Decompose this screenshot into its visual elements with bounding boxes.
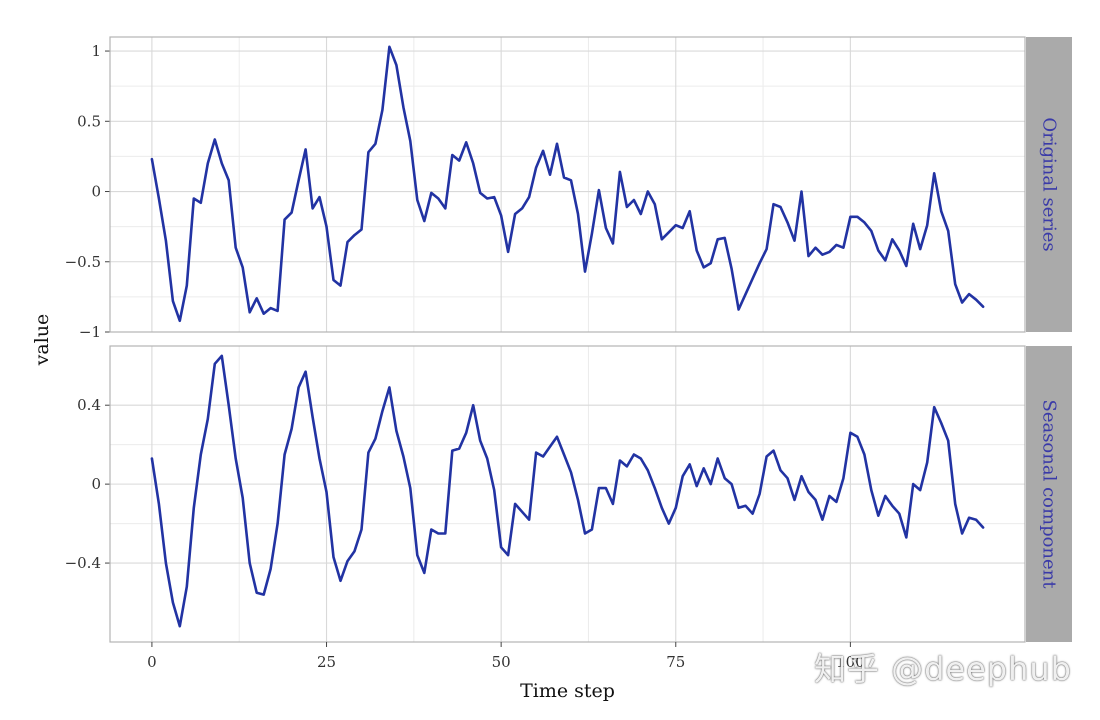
facet-strip [1026, 37, 1072, 332]
y-tick-label: −0.5 [65, 253, 101, 271]
x-tick-label: 100 [836, 653, 865, 671]
x-tick-label: 50 [492, 653, 511, 671]
series-line-original [150, 45, 985, 323]
x-tick-label: 0 [147, 653, 157, 671]
y-tick-label: −0.4 [65, 554, 101, 572]
facet-strip [1026, 346, 1072, 642]
x-tick-label: 75 [666, 653, 685, 671]
y-tick-label: 1 [91, 42, 101, 60]
panel-background [110, 346, 1025, 642]
facet-strip-label: Original series [1039, 117, 1060, 251]
y-tick-label: 0 [91, 475, 101, 493]
y-tick-label: 0.4 [77, 396, 101, 414]
y-tick-label: −1 [79, 323, 101, 341]
x-axis-title: Time step [520, 680, 615, 702]
x-tick-label: 25 [317, 653, 336, 671]
panel-background [110, 37, 1025, 332]
y-tick-label: 0.5 [77, 112, 101, 130]
y-tick-label: 0 [91, 183, 101, 201]
panel-border [109, 345, 1026, 643]
y-axis-title: value [31, 314, 53, 367]
facet-strip-label: Seasonal component [1039, 399, 1060, 589]
panel-border [109, 36, 1026, 333]
series-line-seasonal [150, 354, 985, 628]
